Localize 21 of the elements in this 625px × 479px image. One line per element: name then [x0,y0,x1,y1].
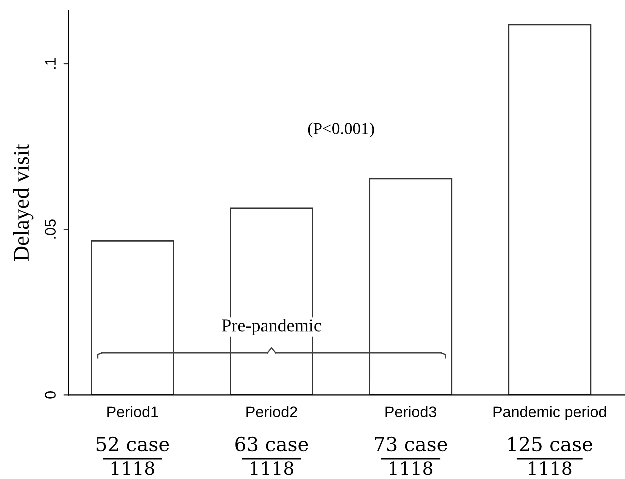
y-axis-title: Delayed visit [13,144,34,262]
x-tick-label: Pandemic period [494,406,606,421]
text: 1118 [251,462,294,476]
text: 1118 [529,462,572,476]
text: 52 case [96,436,170,452]
bar [91,240,174,396]
text: 63 case [236,436,308,452]
text: 1118 [390,462,433,476]
annotation: (P<0.001) [308,122,374,138]
x-tick-label: Period1 [108,406,158,418]
text: 125 case [508,436,593,452]
x-tick-label: Period3 [386,406,437,418]
annotation: Pre-pandemic [222,319,322,336]
y-tick-label: 0 [45,392,56,399]
text: 73 case [375,436,448,452]
x-tick-label: Period2 [246,406,298,418]
text: 1118 [112,462,154,476]
bar [508,24,592,396]
bar [369,178,453,396]
y-tick-label: .1 [45,58,56,69]
y-tick-label: .05 [45,220,56,239]
